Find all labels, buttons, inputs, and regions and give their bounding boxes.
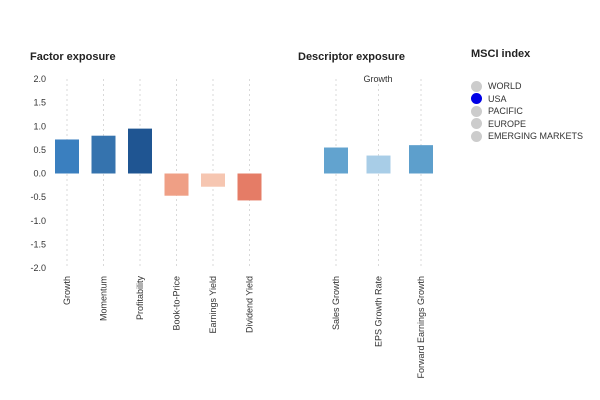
category-label: Profitability <box>135 276 145 321</box>
y-tick-label: 0.5 <box>33 145 46 155</box>
legend-label: EMERGING MARKETS <box>488 131 584 142</box>
legend-item-emerging-markets[interactable]: EMERGING MARKETS <box>471 130 583 143</box>
category-label: EPS Growth Rate <box>374 276 384 347</box>
category-label: Dividend Yield <box>245 276 255 333</box>
y-tick-label: 2.0 <box>33 74 46 84</box>
bar-forward-earnings-growth[interactable] <box>409 145 433 174</box>
category-label: Growth <box>62 276 72 305</box>
legend-label: WORLD <box>488 81 522 92</box>
y-tick-label: -0.5 <box>30 192 46 202</box>
legend-item-world[interactable]: WORLD <box>471 80 583 93</box>
bar-growth[interactable] <box>55 139 79 174</box>
y-tick-label: -1.0 <box>30 216 46 226</box>
category-label: Sales Growth <box>331 276 341 330</box>
legend-dot-icon <box>471 118 482 130</box>
category-label: Momentum <box>99 276 109 321</box>
category-label: Earnings Yield <box>208 276 218 334</box>
bar-eps-growth-rate[interactable] <box>366 155 391 174</box>
category-label: Forward Earnings Growth <box>416 276 426 379</box>
y-tick-label: -2.0 <box>30 263 46 273</box>
factor-category-labels: Growth Momentum Profitability Book-to-Price… <box>62 276 255 334</box>
y-axis: 2.0 1.5 1.0 0.5 0.0 -0.5 -1.0 -1.5 -2.0 <box>30 74 46 273</box>
msci-index-legend: WORLD USA PACIFIC EUROPE EMERGING MARKET… <box>471 80 583 143</box>
y-tick-label: -1.5 <box>30 239 46 249</box>
y-tick-label: 1.0 <box>33 121 46 131</box>
bar-dividend-yield[interactable] <box>237 173 262 201</box>
bar-momentum[interactable] <box>91 135 116 174</box>
bar-sales-growth[interactable] <box>324 147 348 174</box>
legend-dot-icon <box>471 80 482 92</box>
legend-item-pacific[interactable]: PACIFIC <box>471 105 583 118</box>
legend-label: EUROPE <box>488 118 527 129</box>
factor-grid <box>66 79 250 268</box>
descriptor-chart-title: Descriptor exposure <box>298 51 405 63</box>
legend-label: USA <box>488 93 507 104</box>
y-tick-label: 1.5 <box>33 98 46 108</box>
bar-earnings-yield[interactable] <box>201 173 225 187</box>
y-tick-label: 0.0 <box>33 169 46 179</box>
category-label: Book-to-Price <box>172 276 182 331</box>
legend-item-usa[interactable]: USA <box>471 93 583 106</box>
factor-chart-title: Factor exposure <box>30 51 116 63</box>
legend-label: PACIFIC <box>488 106 523 117</box>
legend-dot-icon <box>471 105 482 117</box>
legend-title: MSCI index <box>471 48 531 60</box>
descriptor-bars <box>324 145 433 174</box>
legend-item-europe[interactable]: EUROPE <box>471 118 583 131</box>
descriptor-category-labels: Sales Growth EPS Growth Rate Forward Earni… <box>331 276 426 379</box>
factor-bars <box>55 128 262 201</box>
descriptor-grid <box>335 79 422 268</box>
legend-dot-icon <box>471 93 482 105</box>
bar-profitability[interactable] <box>128 128 152 174</box>
legend-dot-icon <box>471 130 482 142</box>
bar-book-to-price[interactable] <box>164 173 189 196</box>
